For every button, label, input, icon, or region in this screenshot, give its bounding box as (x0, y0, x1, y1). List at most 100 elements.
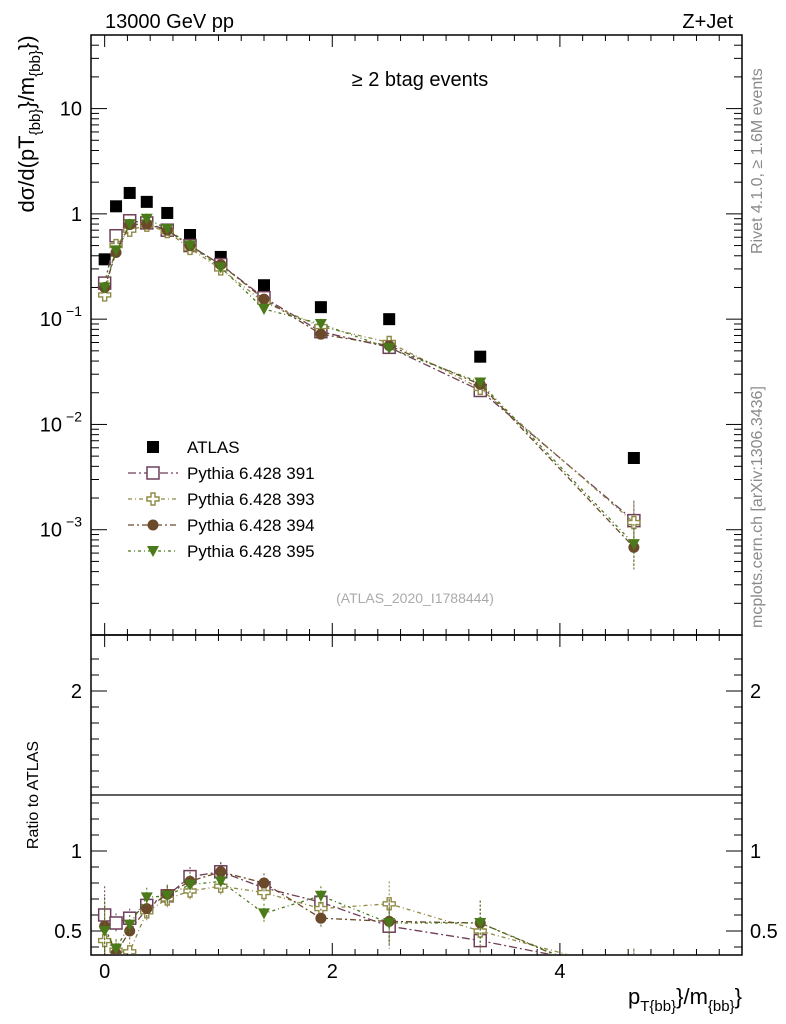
series-4-ratio-point (474, 918, 487, 929)
series-4-point (627, 539, 640, 551)
y-tick-label-exponent: −2 (66, 408, 82, 424)
series-0-point (314, 301, 327, 314)
series-0-point (474, 350, 487, 363)
legend-label: Pythia 6.428 391 (187, 464, 315, 483)
legend-label: Pythia 6.428 394 (187, 516, 315, 535)
ratio-tick-label-right: 0.5 (750, 921, 778, 943)
ratio-tick-label: 0.5 (54, 921, 82, 943)
main-series-layer (97, 186, 641, 570)
series-0-point (123, 186, 136, 199)
x-axis-label: pT{bb}}/m{bb}} (628, 984, 742, 1015)
series-4-point (140, 213, 153, 225)
y-axis-label-main: dσ/d(pT{bb}}/m{bb}}) (14, 35, 44, 212)
series-4-point (474, 377, 487, 389)
series-0-point (110, 200, 123, 213)
series-3-point (258, 293, 270, 305)
legend-marker (146, 466, 160, 480)
series-4-ratio-point (140, 892, 153, 904)
series-4-ratio-point (98, 926, 111, 937)
x-tick-label: 2 (327, 961, 338, 983)
series-4-point (123, 219, 136, 231)
series-4-point (214, 262, 227, 274)
series-4-line (104, 217, 635, 545)
legend-marker (146, 492, 160, 506)
selection-label: ≥ 2 btag events (352, 69, 489, 91)
series-3-ratio-point (258, 877, 270, 889)
ratio-tick-label-right: 1 (750, 841, 761, 863)
series-0-point (184, 228, 197, 241)
legend: ATLAS Pythia 6.428 391 Pythia 6.428 393 Pyt… (128, 438, 315, 561)
legend-marker (147, 519, 159, 531)
x-tick-label: 0 (99, 961, 110, 983)
series-2-point (627, 515, 641, 530)
ratio-tick-label-right: 2 (750, 681, 761, 703)
series-4-point (161, 223, 174, 235)
y-tick-label-exponent: −3 (66, 514, 82, 530)
series-2-ratio-point (473, 924, 487, 938)
legend-label: ATLAS (187, 438, 240, 457)
y-tick-label-exponent: −1 (66, 303, 82, 319)
series-4-point (98, 282, 111, 294)
series-1-ratio-line (104, 871, 552, 954)
series-0-point (383, 313, 396, 326)
series-4-ratio-point (110, 943, 123, 954)
header-right: Z+Jet (682, 11, 733, 33)
ratio-tick-label: 1 (71, 841, 82, 863)
series-1-ratio-point (628, 965, 640, 977)
series-4-ratio-point (123, 919, 136, 931)
y-tick-label: 10 (40, 520, 62, 542)
y-tick-label: 10 (60, 99, 82, 121)
series-0-point (140, 195, 153, 208)
series-3-ratio-point (141, 903, 153, 915)
legend-marker (147, 441, 159, 453)
series-2-ratio-point (257, 885, 271, 900)
series-0-point (98, 253, 111, 266)
series-4-ratio-line (104, 880, 557, 954)
y-tick-label: 10 (40, 309, 62, 331)
svg-text:pT{bb}}/m{bb}}: pT{bb}}/m{bb}} (628, 984, 742, 1015)
svg-text:dσ/d(pT{bb}}/m{bb}}): dσ/d(pT{bb}}/m{bb}}) (14, 35, 44, 212)
ratio-series-layer (97, 862, 640, 979)
y-tick-label: 1 (71, 204, 82, 226)
series-2-point (97, 288, 112, 302)
ratio-tick-label: 2 (71, 681, 82, 703)
legend-label: Pythia 6.428 395 (187, 542, 315, 561)
series-4-ratio-point (257, 908, 270, 920)
series-4-point (110, 245, 123, 257)
y-tick-label: 10 (40, 414, 62, 436)
analysis-label: (ATLAS_2020_I1788444) (336, 590, 494, 606)
series-4-ratio-point (161, 890, 174, 902)
series-3-ratio-point (315, 912, 327, 924)
x-tick-label: 4 (554, 961, 565, 983)
series-2-ratio-line (104, 885, 568, 954)
series-2-ratio-point (628, 967, 640, 979)
series-4-ratio-point (383, 918, 396, 929)
series-4-point (257, 303, 270, 315)
series-3-point (315, 328, 327, 340)
series-0-point (257, 279, 270, 292)
series-0-point (627, 451, 640, 464)
y-axis-label-ratio: Ratio to ATLAS (25, 741, 42, 849)
series-2-ratio-point (122, 945, 137, 954)
series-4-point (314, 318, 327, 330)
series-1-line (104, 220, 635, 522)
series-4-ratio-point (214, 876, 227, 888)
series-4-ratio-point (184, 879, 197, 891)
rivet-watermark: Rivet 4.1.0, ≥ 1.6M events (749, 68, 766, 254)
axis-ticks (91, 34, 742, 955)
legend-marker (147, 546, 159, 557)
series-4-ratio-point (314, 890, 327, 902)
mcplots-watermark: mcplots.cern.ch [arXiv:1306.3436] (749, 386, 766, 628)
series-0-point (161, 206, 174, 219)
series-0-point (214, 250, 227, 263)
series-3-line (104, 223, 635, 548)
series-4-point (383, 343, 396, 355)
series-1-ratio-point (109, 916, 123, 930)
series-4-point (184, 240, 197, 252)
series-2-ratio-point (97, 933, 112, 948)
header-left: 13000 GeV pp (105, 11, 234, 33)
series-2-line (104, 224, 635, 524)
legend-label: Pythia 6.428 393 (187, 490, 315, 509)
